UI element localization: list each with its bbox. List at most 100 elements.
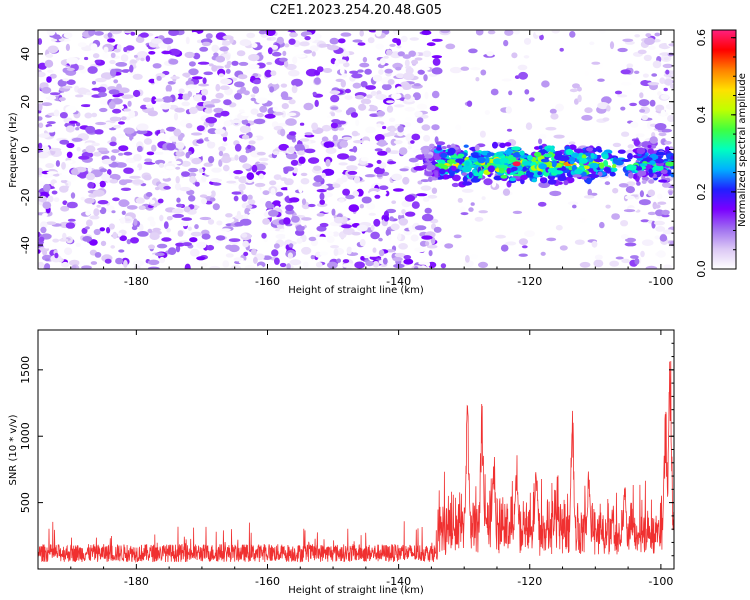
heatmap-cell — [49, 92, 61, 96]
heatmap-cell — [378, 69, 384, 75]
heatmap-cell — [351, 247, 358, 253]
heatmap-cell — [46, 121, 56, 125]
heatmap-cell — [280, 91, 289, 99]
heatmap-cell — [247, 144, 251, 150]
heatmap-cell — [86, 219, 93, 227]
heatmap-cell — [291, 78, 303, 87]
heatmap-cell — [506, 167, 511, 175]
heatmap-cell — [188, 195, 196, 202]
heatmap-cell — [66, 79, 76, 85]
heatmap-cell — [416, 103, 428, 110]
heatmap-cell — [385, 229, 391, 237]
heatmap-cell — [175, 176, 180, 184]
heatmap-cell — [217, 39, 223, 46]
heatmap-cell — [193, 52, 201, 60]
heatmap-cell — [93, 228, 101, 236]
heatmap-cell — [512, 210, 523, 214]
heatmap-cell — [346, 246, 353, 255]
heatmap-cell — [480, 69, 487, 76]
heatmap-cell — [656, 250, 666, 258]
heatmap-cell — [321, 172, 326, 179]
heatmap-cell — [636, 181, 641, 186]
heatmap-cell — [487, 30, 496, 35]
heatmap-cell — [335, 109, 343, 113]
heatmap-cell — [149, 254, 159, 261]
heatmap-cell — [66, 201, 78, 209]
heatmap-cell — [502, 188, 511, 196]
heatmap-cell — [374, 148, 383, 152]
heatmap-cell — [244, 264, 256, 269]
heatmap-cell — [611, 213, 620, 220]
heatmap-cell — [312, 91, 317, 96]
heatmap-cell — [234, 154, 239, 161]
heatmap-cell — [594, 158, 604, 163]
heatmap-cell — [123, 151, 133, 156]
heatmap-cell — [543, 153, 553, 158]
heatmap-cell — [370, 91, 377, 96]
heatmap-cell — [114, 133, 125, 139]
heatmap-cell — [45, 126, 57, 133]
heatmap-cell — [500, 174, 508, 179]
heatmap-cell — [84, 112, 93, 119]
heatmap-cell — [584, 107, 593, 114]
colorbar-tick-label: 0.2 — [695, 183, 708, 201]
heatmap-cell — [668, 191, 673, 196]
heatmap-cell — [239, 125, 251, 134]
heatmap-cell — [653, 204, 661, 209]
heatmap-cell — [486, 51, 494, 57]
heatmap-cell — [53, 35, 62, 40]
heatmap-cell — [660, 109, 666, 118]
heatmap-cell — [524, 230, 535, 238]
heatmap-cell — [609, 41, 615, 50]
heatmap-cell — [288, 243, 294, 248]
heatmap-cell — [250, 108, 259, 115]
heatmap-cell — [63, 32, 73, 39]
heatmap-cell — [248, 140, 256, 145]
heatmap-cell — [599, 162, 605, 169]
heatmap-cell — [127, 100, 132, 107]
heatmap-cell — [455, 158, 465, 163]
heatmap-cell — [637, 49, 647, 55]
heatmap-cell — [647, 148, 654, 155]
heatmap-cell — [574, 239, 585, 245]
heatmap-cell — [513, 30, 521, 35]
heatmap-cell — [80, 104, 92, 108]
heatmap-cell — [641, 179, 647, 184]
heatmap-cell — [147, 259, 160, 265]
heatmap-cell — [597, 102, 609, 110]
heatmap-cell — [657, 91, 662, 96]
heatmap-cell — [425, 241, 430, 247]
heatmap-cell — [136, 51, 148, 59]
heatmap-cell — [285, 241, 297, 245]
heatmap-cell — [647, 211, 657, 216]
heatmap-cell — [176, 93, 185, 100]
heatmap-cell — [345, 194, 355, 200]
y-tick-label: 40 — [19, 47, 32, 61]
heatmap-cell — [632, 173, 638, 180]
heatmap-cell — [655, 226, 666, 232]
heatmap-cell — [194, 224, 199, 230]
heatmap-cell — [602, 160, 609, 167]
heatmap-cell — [38, 151, 49, 159]
heatmap-cell — [518, 238, 529, 246]
heatmap-cell — [93, 151, 102, 157]
heatmap-cell — [301, 217, 312, 221]
heatmap-cell — [423, 74, 428, 82]
heatmap-cell — [662, 229, 674, 235]
heatmap-cell — [222, 136, 228, 142]
heatmap-cell — [670, 198, 674, 205]
heatmap-cell — [538, 145, 543, 150]
heatmap-cell — [399, 168, 409, 172]
heatmap-cell — [250, 97, 256, 102]
heatmap-cell — [110, 245, 115, 249]
heatmap-cell — [439, 168, 446, 175]
heatmap-cell — [403, 258, 414, 265]
heatmap-cell — [649, 160, 656, 165]
heatmap-cell — [93, 31, 104, 36]
heatmap-cell — [306, 223, 314, 228]
heatmap-cell — [540, 251, 546, 256]
heatmap-cell — [221, 142, 228, 147]
heatmap-cell — [572, 204, 577, 209]
heatmap-cell — [237, 74, 248, 80]
heatmap-cell — [234, 93, 242, 100]
